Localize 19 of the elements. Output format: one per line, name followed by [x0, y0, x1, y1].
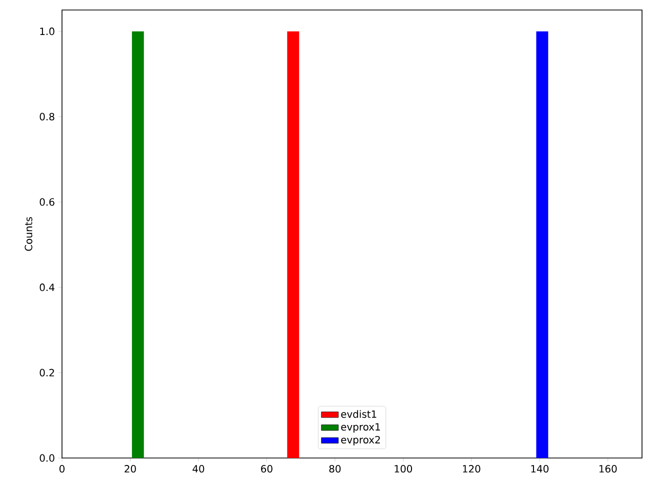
x-tick-label: 80 [329, 465, 341, 473]
y-tick-label: 0.6 [40, 198, 54, 206]
x-tick-label: 100 [394, 465, 412, 473]
y-tick-label: 1.0 [40, 28, 54, 36]
x-tick-label: 60 [261, 465, 272, 473]
x-tick-label: 0 [59, 465, 65, 473]
x-tick-label: 140 [531, 465, 549, 473]
legend-label: evprox1 [341, 423, 380, 433]
y-axis-title: Counts [24, 217, 32, 251]
y-tick-label: 0.0 [40, 454, 54, 462]
y-tick-label: 0.4 [40, 284, 54, 292]
legend-label: evdist1 [341, 410, 376, 418]
y-tick-label: 0.8 [40, 112, 54, 120]
x-tick-label: 120 [463, 465, 480, 473]
x-tick-label: 20 [124, 465, 136, 473]
x-tick-label: 160 [599, 465, 617, 473]
legend-label: evprox2 [341, 436, 380, 446]
x-tick-label: 40 [192, 465, 204, 473]
y-tick-label: 0.2 [40, 368, 54, 376]
